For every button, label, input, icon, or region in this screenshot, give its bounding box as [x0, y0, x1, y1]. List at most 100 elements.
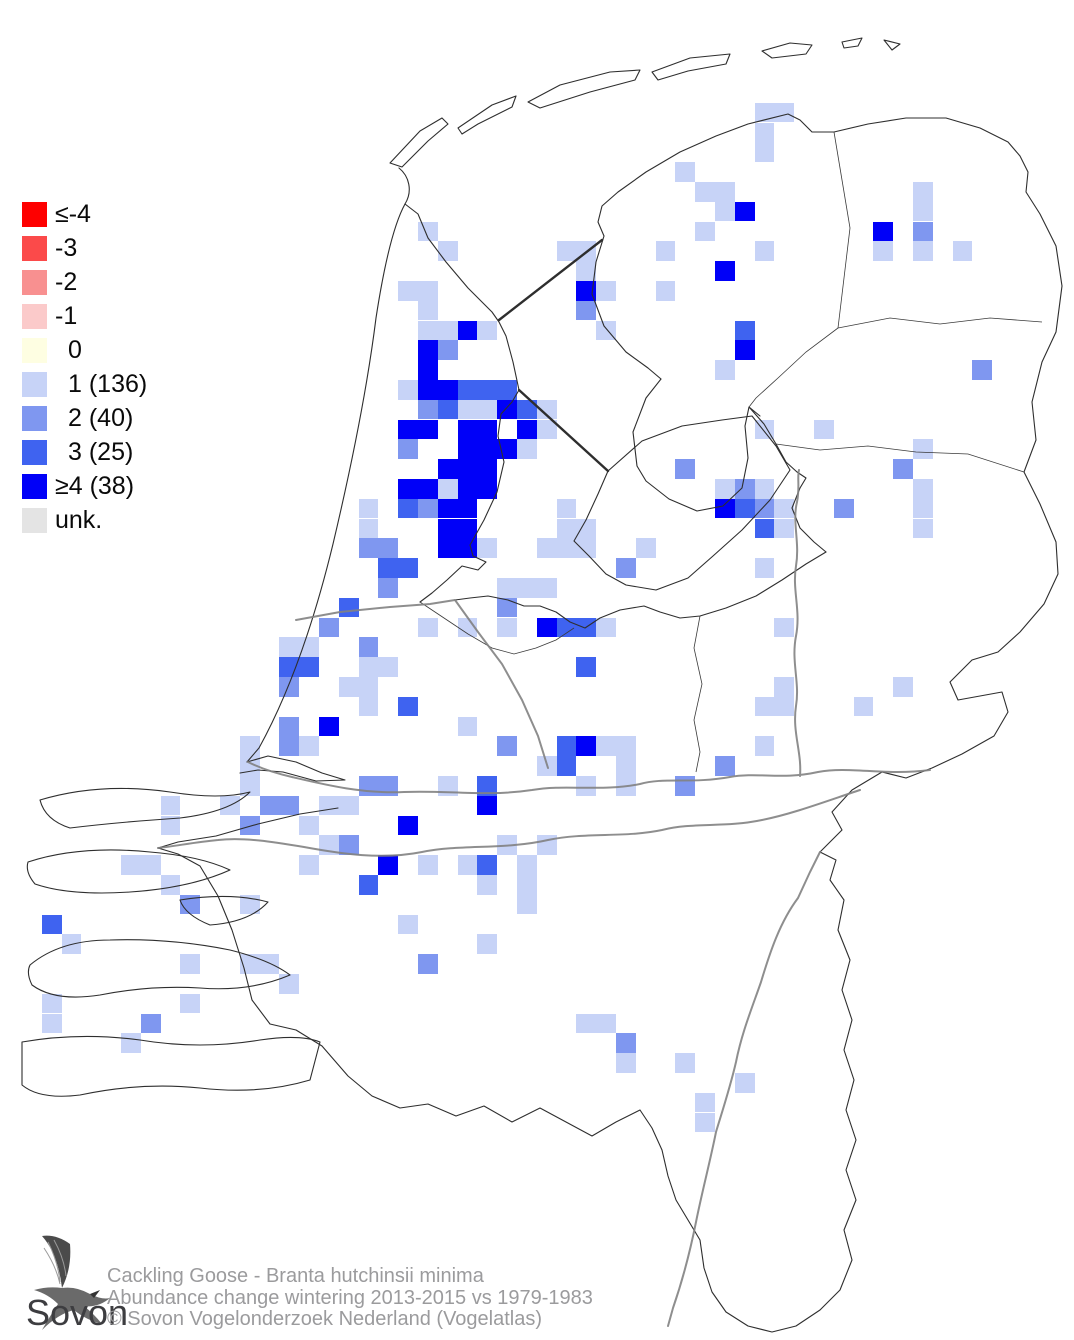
grid-cell [754, 558, 775, 578]
grid-cell [754, 142, 775, 163]
grid-cell [754, 241, 775, 262]
grid-cell [180, 894, 201, 915]
grid-cell [338, 835, 359, 856]
grid-cell [418, 360, 438, 380]
grid-cell [160, 815, 181, 836]
grid-cell [437, 379, 458, 400]
legend-label: -2 [55, 268, 78, 296]
legend: ≤-4 -3 -2 -1 0 1 (136) 2 (40) 3 (25) ≥4 (38) unk. [22, 202, 147, 542]
grid-cell [774, 498, 795, 519]
grid-cell [675, 162, 696, 182]
grid-cell [437, 340, 458, 361]
grid-cell [913, 498, 933, 519]
legend-label: 3 (25) [68, 438, 134, 466]
grid-cell [715, 498, 735, 519]
grid-cell [259, 954, 280, 974]
grid-cell [398, 696, 418, 717]
grid-cell [279, 657, 300, 677]
grid-cell [536, 419, 557, 440]
grid-cell [734, 1072, 755, 1093]
grid-cell [734, 340, 755, 361]
grid-cell [536, 617, 557, 638]
grid-cell [517, 855, 537, 875]
grid-cell [497, 736, 517, 757]
grid-cell [893, 676, 913, 697]
grid-cell [477, 399, 498, 420]
legend-swatch [22, 440, 47, 465]
legend-item: -3 [22, 236, 147, 261]
grid-cell [457, 716, 478, 737]
grid-cell [358, 696, 379, 717]
grid-cell [319, 795, 339, 816]
grid-cell [695, 221, 715, 242]
grid-cell [754, 478, 775, 499]
grid-cell [418, 954, 438, 974]
grid-cell [477, 874, 498, 895]
grid-cell [576, 1013, 597, 1034]
legend-item: 0 [22, 338, 147, 363]
grid-cell [695, 1092, 715, 1113]
grid-cell [279, 637, 300, 658]
sovon-logo-bird-icon [34, 1235, 110, 1330]
grid-cell [477, 459, 498, 479]
legend-item: ≥4 (38) [22, 474, 147, 499]
grid-cell [418, 340, 438, 361]
grid-cell [398, 815, 418, 836]
legend-swatch [22, 304, 47, 329]
grid-cell [41, 993, 62, 1014]
grid-cell [477, 795, 498, 816]
grid-cell [358, 518, 379, 539]
grid-cell [457, 320, 478, 341]
grid-cell [437, 518, 458, 539]
caption-species: Cackling Goose - Branta hutchinsii minim… [107, 1265, 484, 1287]
grid-cell [299, 657, 319, 677]
grid-cell [536, 399, 557, 420]
grid-cell [398, 914, 418, 935]
grid-cell [536, 756, 557, 776]
grid-cell [734, 201, 755, 222]
grid-cell [556, 518, 577, 539]
grid-cell [457, 478, 478, 499]
legend-label: 0 [68, 336, 82, 364]
grid-cell [576, 261, 597, 281]
grid-cell [180, 993, 201, 1014]
grid-cell [556, 756, 577, 776]
grid-cell [437, 775, 458, 796]
grid-cell [418, 379, 438, 400]
grid-cell [853, 696, 874, 717]
grid-cell [398, 379, 418, 400]
grid-cell [477, 419, 498, 440]
grid-cell [299, 855, 319, 875]
grid-cell [437, 478, 458, 499]
grid-cell [556, 736, 577, 757]
legend-swatch [22, 270, 47, 295]
caption-subtitle: Abundance change wintering 2013-2015 vs … [107, 1286, 593, 1309]
grid-cell [873, 241, 894, 262]
legend-label: -1 [55, 302, 78, 330]
grid-cell [774, 102, 795, 123]
grid-cell [239, 736, 260, 757]
grid-cell [913, 518, 933, 539]
grid-cell [239, 894, 260, 915]
legend-swatch [22, 236, 47, 261]
grid-cell [497, 379, 517, 400]
legend-label: 1 (136) [68, 370, 148, 398]
grid-cell [457, 419, 478, 440]
grid-cell [972, 360, 993, 380]
grid-cell [873, 221, 894, 242]
grid-cell [556, 498, 577, 519]
legend-item: 3 (25) [22, 440, 147, 465]
grid-cell [596, 280, 616, 301]
grid-cell [774, 617, 795, 638]
grid-cell [121, 855, 141, 875]
grid-cell [160, 795, 181, 816]
grid-cell [457, 538, 478, 559]
grid-cell [457, 399, 478, 420]
grid-cell [477, 478, 498, 499]
grid-cell [299, 815, 319, 836]
legend-swatch [22, 338, 47, 363]
grid-cell [655, 241, 676, 262]
legend-label: 2 (40) [68, 404, 134, 432]
grid-cell [675, 1053, 696, 1073]
